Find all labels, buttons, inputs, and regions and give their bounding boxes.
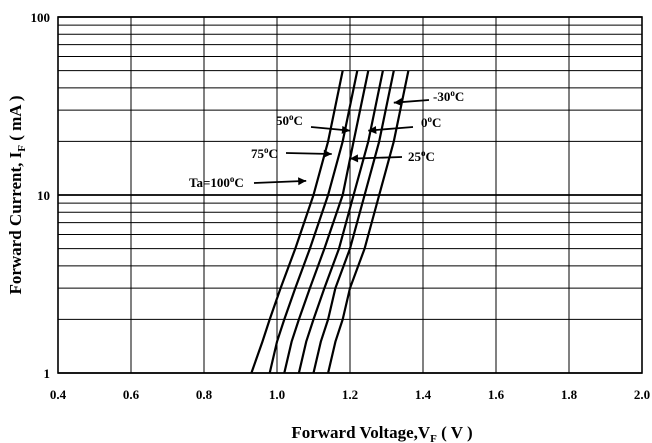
- x-axis-title-unit: ( V ): [437, 423, 473, 442]
- annotation-label: 50oC: [276, 112, 303, 128]
- annotation-arrow: [349, 156, 403, 160]
- annotation-arrowhead: [393, 98, 403, 107]
- y-tick-label: 100: [31, 10, 51, 25]
- annotation-arrowhead: [341, 125, 350, 134]
- y-tick-label: 10: [37, 188, 50, 203]
- x-tick-label: 2.0: [634, 387, 650, 402]
- x-tick-label: 0.6: [123, 387, 140, 402]
- series-line: [268, 70, 359, 374]
- y-axis-title-main: Forward Current, I: [6, 151, 25, 294]
- grid: [57, 16, 643, 374]
- series-line: [327, 70, 410, 374]
- y-axis-title-sub: F: [16, 145, 28, 152]
- annotation-label: Ta=100oC: [189, 174, 244, 190]
- x-axis-title: Forward Voltage,VF ( V ): [291, 423, 472, 443]
- series-group: [250, 70, 410, 374]
- series-line: [250, 70, 344, 374]
- y-tick-labels: 1 10 100: [31, 10, 51, 381]
- x-axis-title-main: Forward Voltage,V: [291, 423, 431, 442]
- annotation-arrow: [253, 180, 307, 184]
- x-tick-label: 1.0: [269, 387, 285, 402]
- annotation-label: 25oC: [408, 148, 435, 164]
- annotation-label: 75oC: [251, 145, 278, 161]
- annotation-arrowhead: [323, 149, 332, 158]
- x-tick-label: 1.8: [561, 387, 578, 402]
- x-tick-label: 0.8: [196, 387, 213, 402]
- annotation-label: 0oC: [421, 114, 441, 130]
- series-line: [283, 70, 370, 374]
- y-axis-title-unit: ( mA ): [6, 95, 25, 145]
- annotations: Ta=100oC 75oC 50oC 25oC 0oC -30oC: [189, 88, 464, 190]
- y-axis-title: Forward Current, IF ( mA ): [6, 95, 28, 294]
- x-tick-label: 0.4: [50, 387, 67, 402]
- x-tick-label: 1.6: [488, 387, 505, 402]
- annotation-label: -30oC: [433, 88, 464, 104]
- series-line: [297, 70, 384, 374]
- annotation-arrowhead: [350, 154, 359, 163]
- y-tick-label: 1: [44, 366, 51, 381]
- x-tick-label: 1.4: [415, 387, 432, 402]
- annotation-arrowhead: [298, 177, 307, 186]
- x-tick-label: 1.2: [342, 387, 358, 402]
- series-line: [312, 70, 395, 374]
- x-axis-title-sub: F: [430, 433, 437, 443]
- x-tick-labels: 0.4 0.6 0.8 1.0 1.2 1.4 1.6 1.8 2.0: [50, 387, 650, 402]
- plot-frame: [57, 16, 643, 374]
- annotation-arrowhead: [368, 125, 377, 134]
